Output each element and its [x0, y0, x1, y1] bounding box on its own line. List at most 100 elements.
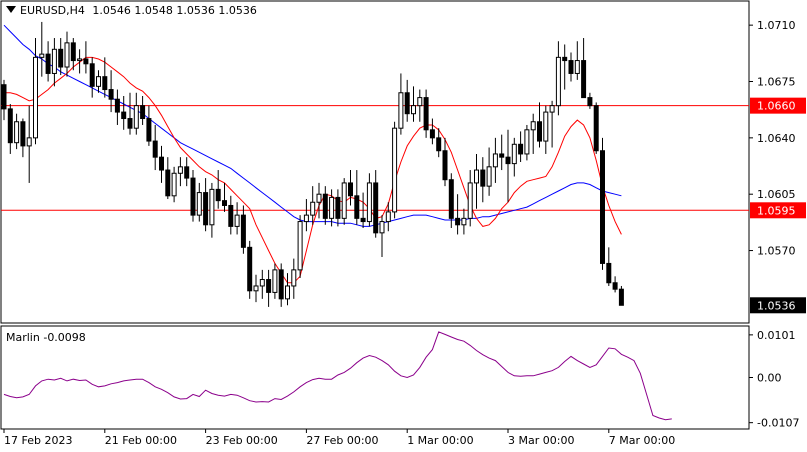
candle[interactable] — [190, 170, 196, 222]
candle[interactable] — [555, 41, 561, 116]
candle[interactable] — [133, 92, 139, 135]
candle[interactable] — [543, 105, 549, 154]
candle[interactable] — [612, 276, 618, 293]
candle[interactable] — [411, 86, 416, 122]
candle[interactable] — [448, 173, 454, 229]
candle[interactable] — [7, 104, 13, 154]
candle[interactable] — [442, 137, 448, 187]
candle[interactable] — [278, 263, 284, 307]
candle[interactable] — [474, 153, 479, 209]
candle[interactable] — [20, 118, 26, 158]
candle[interactable] — [228, 195, 234, 235]
candle[interactable] — [467, 170, 473, 227]
candle[interactable] — [310, 186, 316, 225]
candle[interactable] — [524, 124, 530, 161]
candle[interactable] — [423, 89, 429, 138]
candle[interactable] — [184, 157, 190, 187]
candle[interactable] — [14, 113, 20, 150]
candle[interactable] — [83, 41, 89, 74]
candle[interactable] — [303, 199, 309, 232]
candle[interactable] — [146, 105, 152, 146]
candle[interactable] — [455, 194, 461, 235]
candle[interactable] — [39, 21, 45, 77]
candle[interactable] — [404, 79, 410, 122]
candle[interactable] — [417, 89, 423, 122]
candle[interactable] — [70, 38, 76, 71]
candle[interactable] — [234, 202, 240, 235]
candle[interactable] — [152, 124, 158, 171]
candle[interactable] — [45, 41, 51, 82]
candle[interactable] — [215, 170, 221, 209]
candle[interactable] — [285, 273, 290, 306]
candle[interactable] — [587, 92, 593, 109]
candle[interactable] — [58, 38, 64, 76]
candle[interactable] — [530, 113, 536, 154]
candle[interactable] — [203, 178, 209, 232]
candle[interactable] — [341, 178, 347, 225]
candle[interactable] — [385, 202, 391, 232]
candle[interactable] — [600, 137, 605, 270]
candle[interactable] — [64, 31, 70, 77]
candle[interactable] — [505, 129, 511, 203]
candle[interactable] — [108, 70, 114, 113]
candle[interactable] — [316, 182, 322, 219]
candle[interactable] — [177, 157, 183, 187]
candle[interactable] — [291, 258, 297, 299]
candle[interactable] — [297, 215, 303, 278]
candle[interactable] — [486, 147, 492, 196]
candle[interactable] — [114, 89, 120, 125]
candle[interactable] — [127, 92, 133, 135]
candle[interactable] — [618, 285, 624, 306]
candle[interactable] — [171, 166, 177, 203]
candle[interactable] — [492, 137, 498, 183]
candle[interactable] — [222, 182, 227, 212]
candle[interactable] — [348, 170, 353, 206]
candle[interactable] — [240, 205, 246, 254]
candle[interactable] — [480, 157, 486, 203]
candle[interactable] — [392, 121, 398, 219]
candle[interactable] — [196, 182, 202, 222]
candle[interactable] — [159, 145, 164, 183]
candle[interactable] — [259, 269, 265, 299]
candle[interactable] — [549, 100, 555, 148]
candle[interactable] — [398, 73, 404, 135]
candle[interactable] — [335, 189, 341, 227]
candle[interactable] — [593, 102, 599, 154]
candle[interactable] — [511, 137, 517, 177]
candle[interactable] — [140, 95, 146, 125]
candle[interactable] — [102, 57, 108, 98]
candle[interactable] — [429, 118, 435, 145]
candle[interactable] — [165, 157, 171, 200]
candle[interactable] — [499, 134, 505, 171]
candle[interactable] — [436, 128, 442, 158]
candle[interactable] — [33, 38, 38, 145]
candle[interactable] — [537, 102, 542, 148]
candle[interactable] — [360, 192, 366, 229]
candle[interactable] — [121, 95, 127, 130]
candle[interactable] — [51, 38, 57, 87]
candle[interactable] — [461, 208, 467, 235]
candle[interactable] — [77, 49, 83, 74]
candle[interactable] — [266, 269, 272, 307]
candle[interactable] — [89, 57, 95, 98]
candle[interactable] — [322, 186, 328, 225]
candle[interactable] — [26, 105, 32, 183]
candle[interactable] — [581, 38, 587, 99]
candle[interactable] — [518, 131, 524, 162]
candle[interactable] — [574, 41, 580, 80]
triangle-down-icon[interactable] — [6, 6, 16, 13]
candle[interactable] — [329, 189, 335, 227]
candle[interactable] — [209, 182, 215, 238]
candle[interactable] — [562, 44, 568, 90]
candle[interactable] — [1, 79, 7, 121]
candle[interactable] — [272, 263, 278, 299]
candle[interactable] — [96, 70, 101, 93]
candle[interactable] — [373, 170, 379, 238]
candle[interactable] — [379, 215, 385, 257]
candle[interactable] — [354, 170, 360, 225]
candle[interactable] — [366, 173, 372, 227]
candle[interactable] — [568, 52, 574, 82]
candle[interactable] — [606, 247, 612, 286]
candle[interactable] — [253, 274, 259, 303]
